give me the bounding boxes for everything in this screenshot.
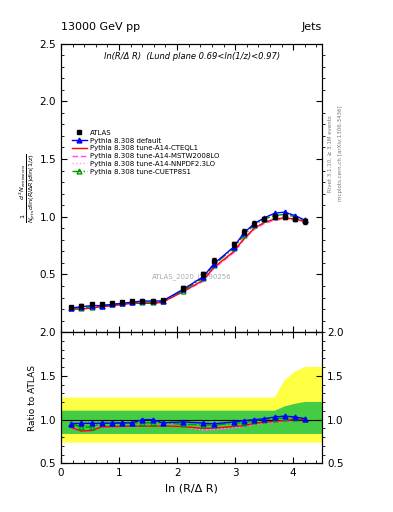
Y-axis label: Ratio to ATLAS: Ratio to ATLAS — [28, 365, 37, 431]
Text: Jets: Jets — [302, 22, 322, 32]
Text: mcplots.cern.ch [arXiv:1306.3436]: mcplots.cern.ch [arXiv:1306.3436] — [338, 106, 343, 201]
Text: ln(R/Δ R)  (Lund plane 0.69<ln(1/z)<0.97): ln(R/Δ R) (Lund plane 0.69<ln(1/z)<0.97) — [103, 52, 280, 61]
Text: Rivet 3.1.10, ≥ 3.1M events: Rivet 3.1.10, ≥ 3.1M events — [328, 115, 333, 192]
Legend: ATLAS, Pythia 8.308 default, Pythia 8.308 tune-A14-CTEQL1, Pythia 8.308 tune-A14: ATLAS, Pythia 8.308 default, Pythia 8.30… — [70, 128, 221, 177]
Text: 13000 GeV pp: 13000 GeV pp — [61, 22, 140, 32]
Text: ATLAS_2020_I1790256: ATLAS_2020_I1790256 — [152, 273, 231, 280]
X-axis label: ln (R/Δ R): ln (R/Δ R) — [165, 484, 218, 494]
Y-axis label: $\frac{1}{N_{jets}}\frac{d^2 N_{emissions}}{d\ln(R/\Delta R) d\ln(1/z)}$: $\frac{1}{N_{jets}}\frac{d^2 N_{emission… — [17, 153, 38, 223]
